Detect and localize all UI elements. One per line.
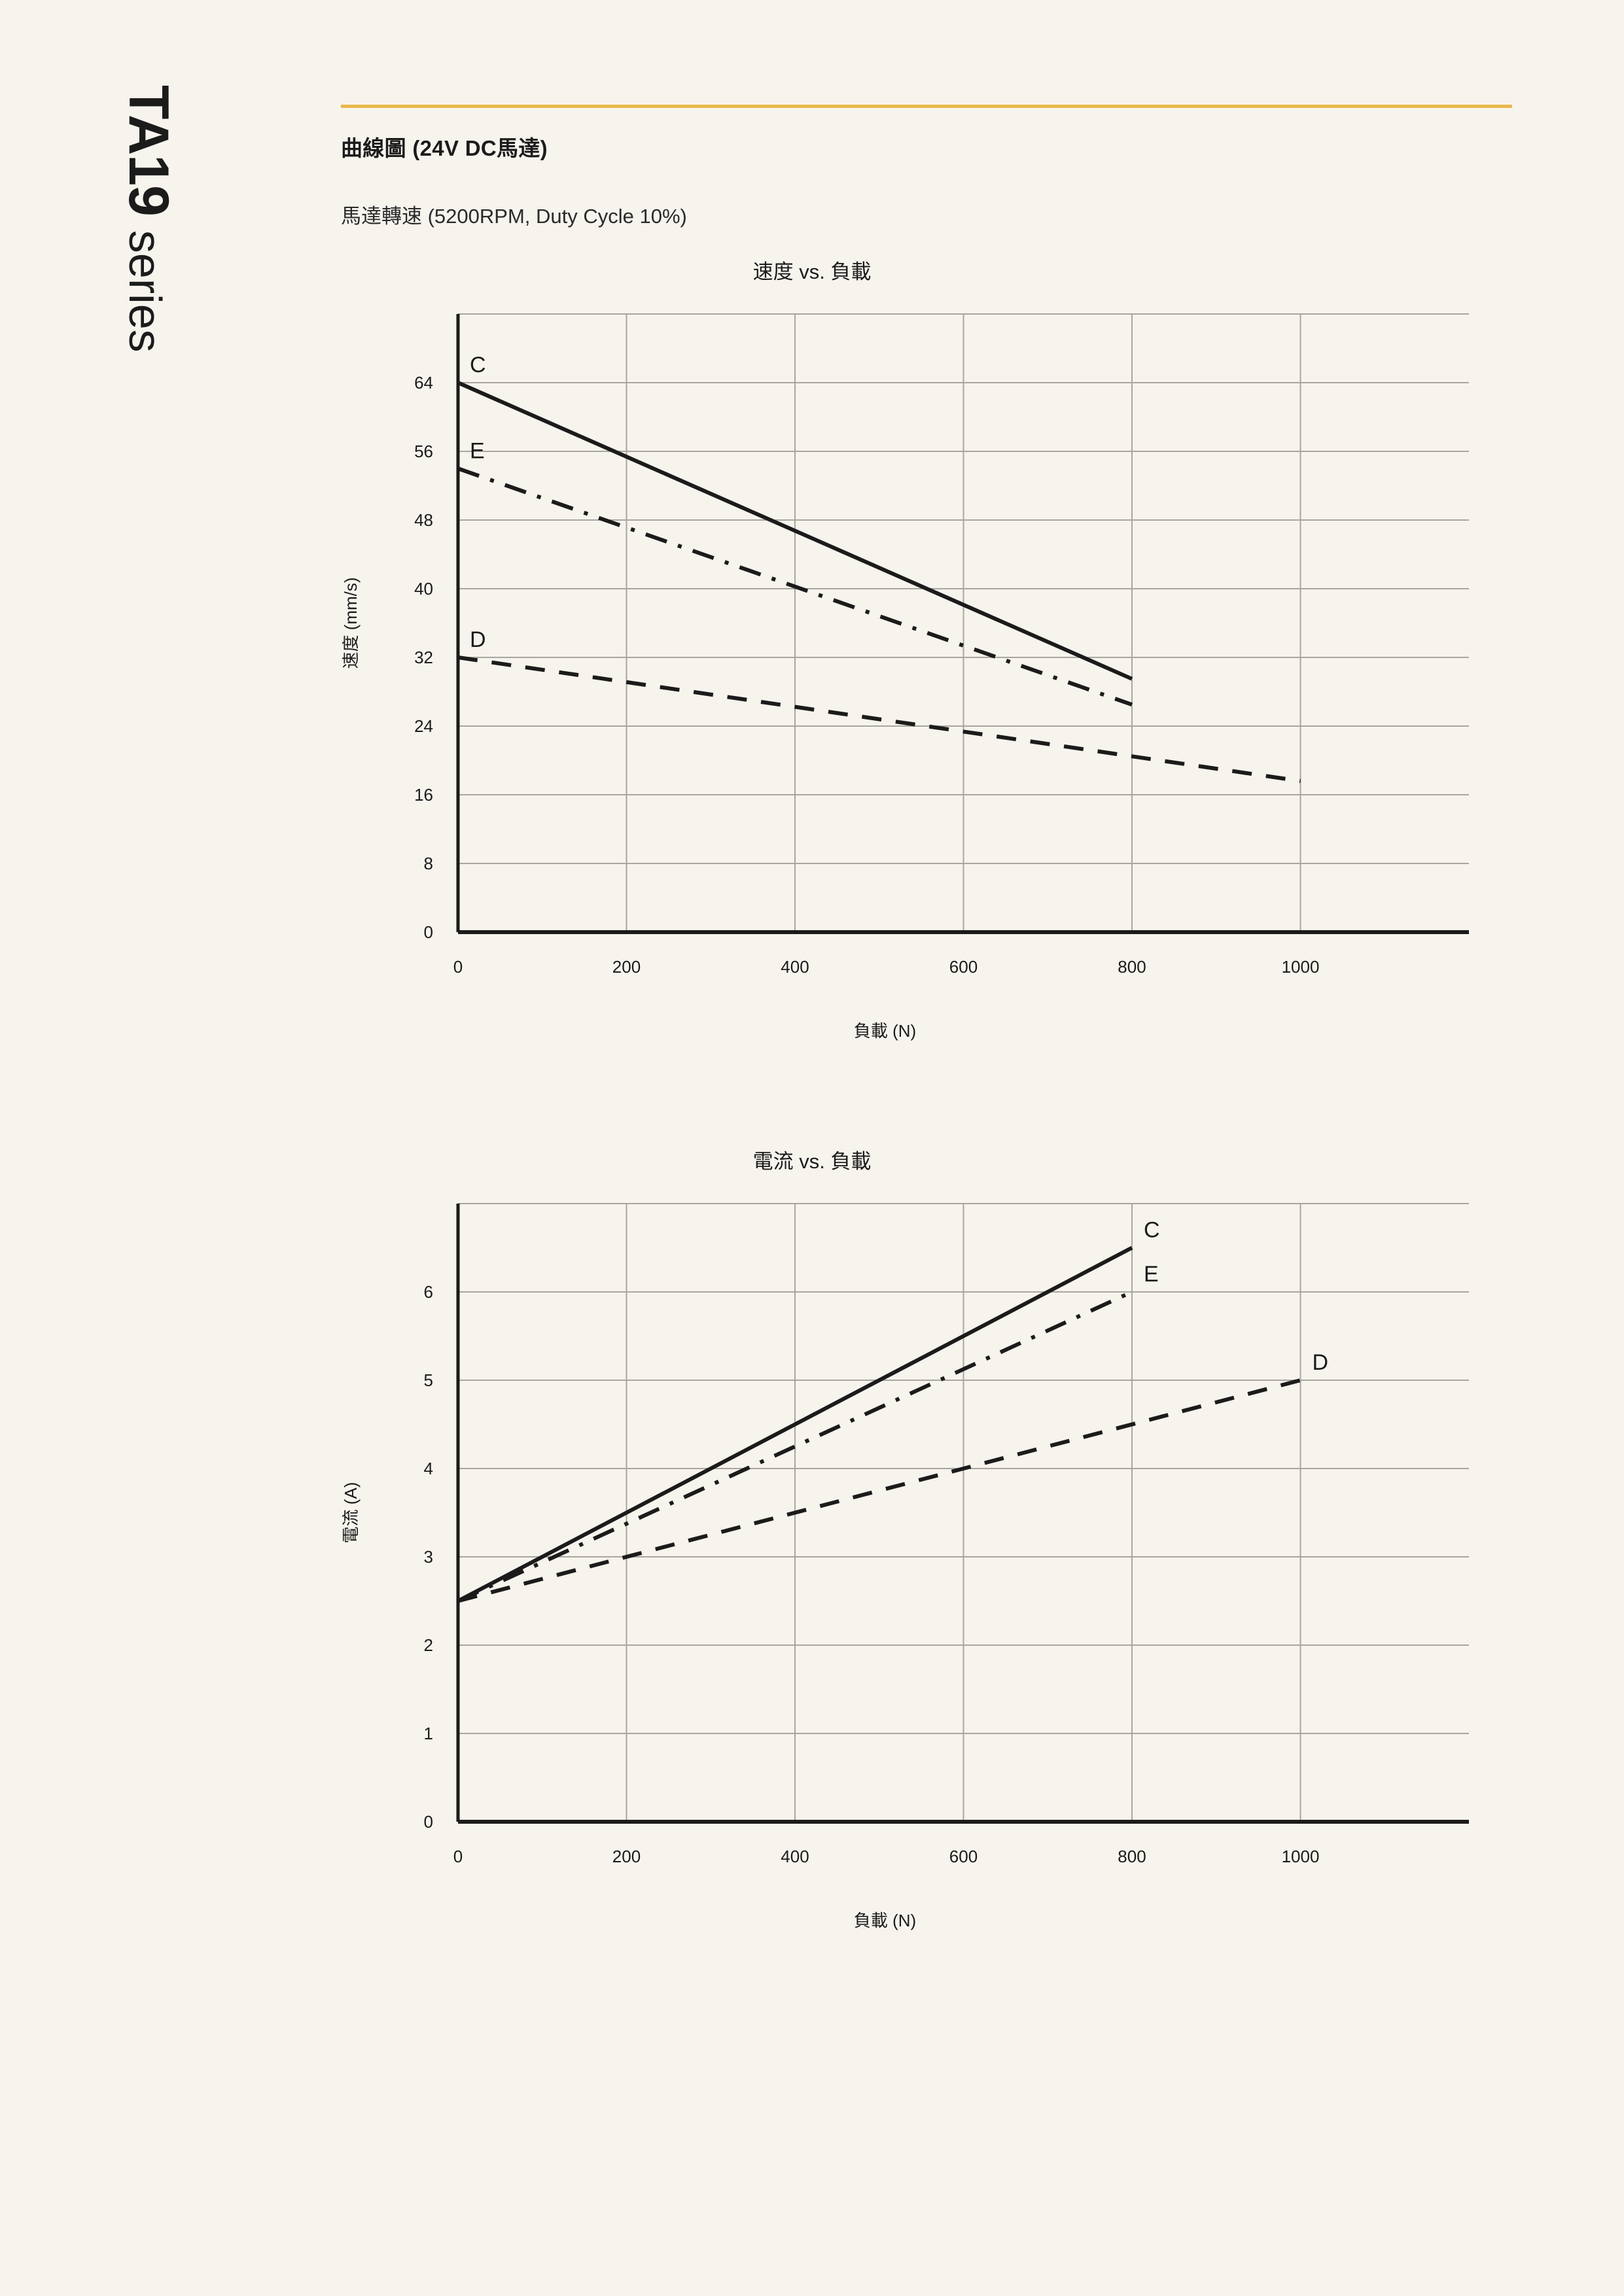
svg-text:200: 200 bbox=[612, 957, 641, 977]
svg-text:C: C bbox=[470, 353, 486, 377]
svg-text:0: 0 bbox=[424, 922, 433, 942]
speed-vs-load-chart: 速度 vs. 負載 0 8 16 24 32 40 48 56 64 0 200 400 600 800 1… bbox=[0, 255, 1624, 1079]
svg-text:800: 800 bbox=[1118, 1847, 1146, 1866]
svg-text:40: 40 bbox=[414, 579, 433, 599]
svg-text:0: 0 bbox=[453, 957, 463, 977]
svg-text:6: 6 bbox=[424, 1282, 433, 1302]
svg-text:3: 3 bbox=[424, 1547, 433, 1567]
svg-text:8: 8 bbox=[424, 854, 433, 873]
page-title: 曲線圖 (24V DC馬達) bbox=[341, 136, 548, 160]
svg-text:1000: 1000 bbox=[1282, 1847, 1320, 1866]
svg-text:32: 32 bbox=[414, 648, 433, 667]
chart-canvas: 0 1 2 3 4 5 6 0 200 400 600 800 1000 電流 (A) 負載 (N) CE D bbox=[341, 1203, 1469, 1930]
svg-text:600: 600 bbox=[949, 1847, 978, 1866]
svg-text:速度 (mm/s): 速度 (mm/s) bbox=[341, 577, 361, 669]
svg-text:400: 400 bbox=[781, 957, 809, 977]
svg-text:64: 64 bbox=[414, 373, 433, 392]
svg-text:600: 600 bbox=[949, 957, 978, 977]
svg-text:負載 (N): 負載 (N) bbox=[854, 1911, 916, 1930]
svg-text:電流 (A): 電流 (A) bbox=[341, 1482, 361, 1544]
svg-text:4: 4 bbox=[424, 1459, 433, 1478]
page-subtitle: 馬達轉速 (5200RPM, Duty Cycle 10%) bbox=[341, 205, 687, 228]
svg-text:負載 (N): 負載 (N) bbox=[854, 1021, 916, 1041]
header-rule bbox=[341, 105, 1512, 108]
chart-title: 速度 vs. 負載 bbox=[752, 260, 872, 283]
svg-text:0: 0 bbox=[453, 1847, 463, 1866]
svg-text:200: 200 bbox=[612, 1847, 641, 1866]
svg-text:400: 400 bbox=[781, 1847, 809, 1866]
svg-text:5: 5 bbox=[424, 1370, 433, 1390]
chart-title: 電流 vs. 負載 bbox=[752, 1150, 872, 1173]
svg-text:E: E bbox=[1144, 1262, 1159, 1287]
svg-text:800: 800 bbox=[1118, 957, 1146, 977]
svg-text:16: 16 bbox=[414, 785, 433, 805]
svg-text:2: 2 bbox=[424, 1635, 433, 1655]
chart-canvas: 0 8 16 24 32 40 48 56 64 0 200 400 600 800 1000 速度 (mm/… bbox=[341, 313, 1469, 1041]
svg-text:24: 24 bbox=[414, 716, 433, 736]
svg-text:1: 1 bbox=[424, 1724, 433, 1743]
svg-text:56: 56 bbox=[414, 442, 433, 461]
svg-text:48: 48 bbox=[414, 510, 433, 530]
svg-text:1000: 1000 bbox=[1282, 957, 1320, 977]
svg-text:E: E bbox=[470, 438, 485, 463]
svg-text:D: D bbox=[470, 627, 486, 652]
current-vs-load-chart: 電流 vs. 負載 0 1 2 3 4 5 6 0 200 400 600 800 1000 電流 (A)… bbox=[0, 1145, 1624, 1969]
product-code: TA19 bbox=[117, 85, 180, 216]
svg-text:D: D bbox=[1313, 1350, 1329, 1375]
svg-text:C: C bbox=[1144, 1218, 1160, 1243]
svg-text:0: 0 bbox=[424, 1812, 433, 1832]
